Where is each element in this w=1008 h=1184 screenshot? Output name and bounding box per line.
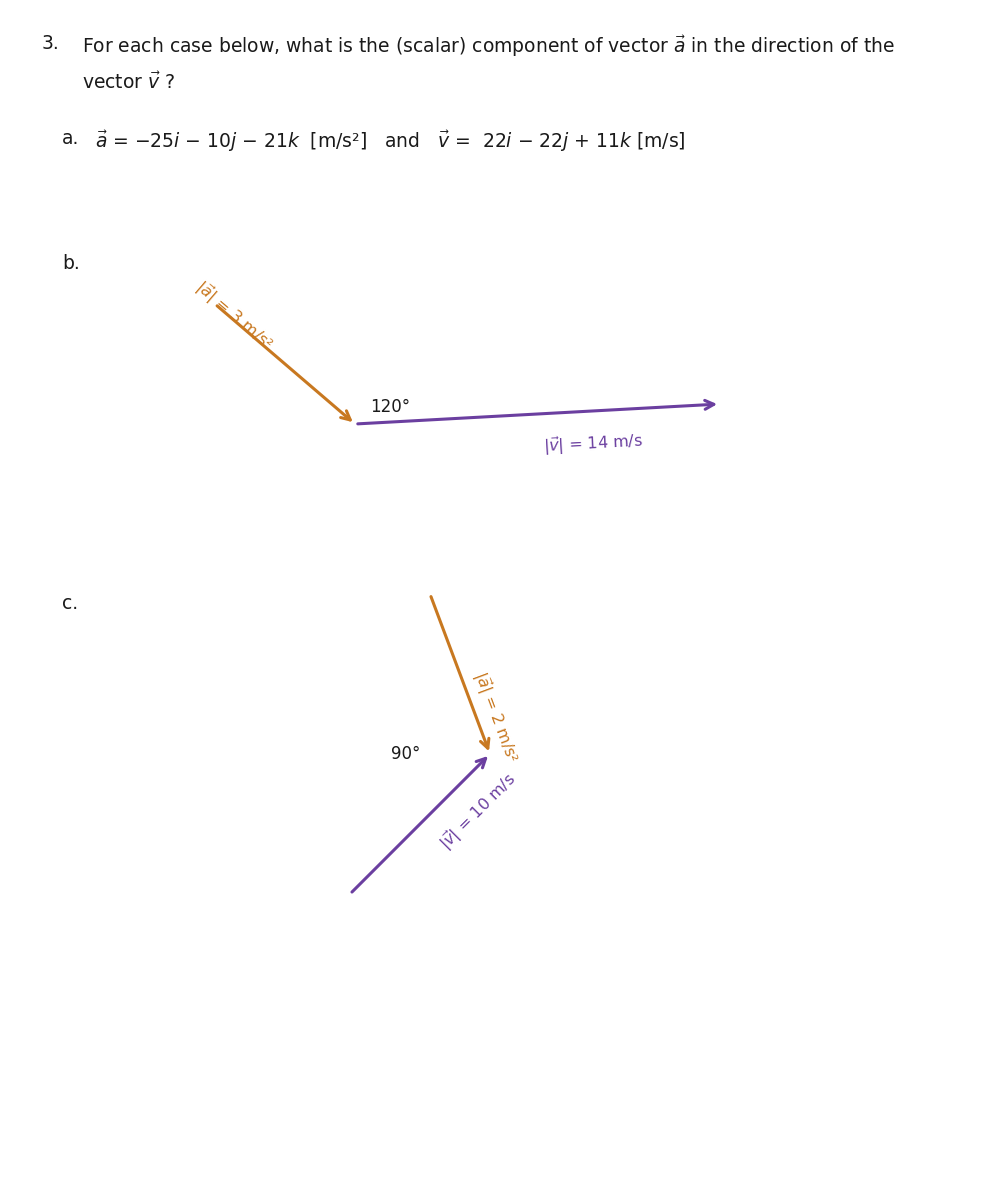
Text: $|\vec{a}|$ = 3 m/s²: $|\vec{a}|$ = 3 m/s² [191,277,277,356]
Text: b.: b. [62,255,80,274]
Text: c.: c. [62,594,79,613]
Text: $\vec{a}$ = $-$25$i$ $-$ 10$j$ $-$ 21$k$  [m/s²]   and   $\vec{v}$ =  22$i$ $-$ : $\vec{a}$ = $-$25$i$ $-$ 10$j$ $-$ 21$k$… [95,129,685,154]
Text: $|\vec{v}|$ = 14 m/s: $|\vec{v}|$ = 14 m/s [542,431,643,458]
Text: 3.: 3. [42,34,59,53]
Text: For each case below, what is the (scalar) component of vector $\vec{a}$ in the d: For each case below, what is the (scalar… [82,34,895,59]
Text: 90°: 90° [391,745,420,762]
Text: $|\vec{a}|$ = 2 m/s²: $|\vec{a}|$ = 2 m/s² [468,668,522,766]
Text: $|\vec{v}|$ = 10 m/s: $|\vec{v}|$ = 10 m/s [435,768,521,855]
Text: a.: a. [62,129,80,148]
Text: 120°: 120° [370,398,410,416]
Text: vector $\vec{v}$ ?: vector $\vec{v}$ ? [82,72,175,94]
